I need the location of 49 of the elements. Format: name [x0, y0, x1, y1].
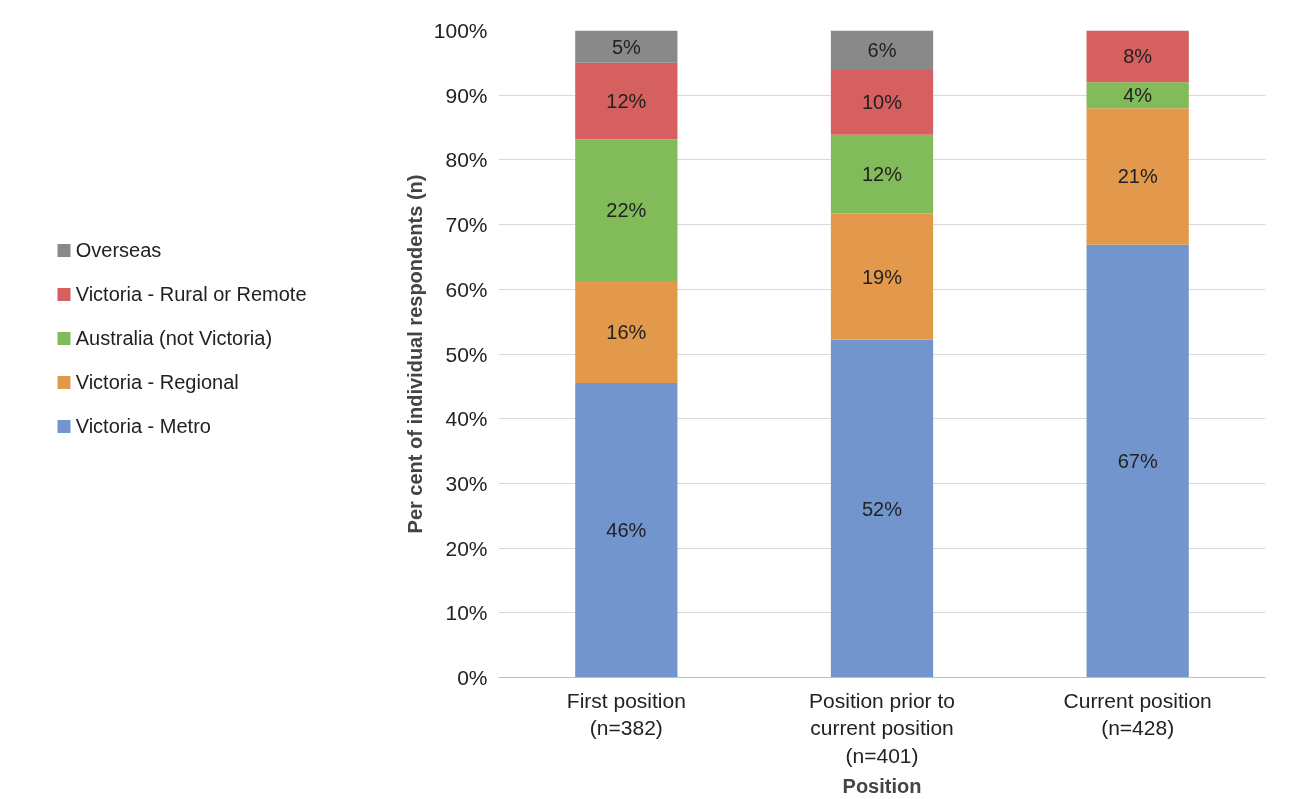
- y-tick-label: 50%: [445, 342, 488, 366]
- data-label: 12%: [861, 163, 903, 186]
- data-label: 67%: [1117, 450, 1158, 473]
- bar: [830, 134, 934, 214]
- data-label: 52%: [861, 497, 903, 520]
- data-label: 19%: [861, 265, 903, 288]
- data-label: 6%: [867, 39, 897, 62]
- y-tick-label: 20%: [445, 536, 488, 560]
- data-label: 21%: [1117, 165, 1158, 188]
- data-label: 8%: [1123, 45, 1153, 68]
- y-tick-label: 90%: [445, 83, 488, 107]
- legend-label: Australia (not Victoria): [75, 327, 273, 350]
- bar: [575, 280, 678, 384]
- data-label: 16%: [606, 321, 647, 343]
- y-tick-label: 0%: [457, 666, 488, 689]
- x-tick-label: First position (n=382): [566, 688, 686, 740]
- bar: [1086, 108, 1189, 245]
- y-tick-label: 70%: [445, 213, 488, 237]
- bar: [575, 139, 678, 281]
- y-tick-label: 80%: [445, 148, 488, 172]
- bar: [1086, 244, 1189, 678]
- legend-label: Victoria - Metro: [75, 415, 211, 438]
- legend-label: Victoria - Regional: [75, 371, 239, 394]
- bar: [1086, 82, 1189, 109]
- data-label: 46%: [606, 519, 647, 542]
- bar: [575, 30, 678, 63]
- bar: [830, 339, 934, 678]
- data-label: 10%: [861, 91, 903, 114]
- y-tick-label: 30%: [445, 471, 488, 495]
- data-label: 22%: [606, 199, 647, 222]
- legend-label: Overseas: [75, 239, 162, 262]
- bar: [575, 62, 678, 140]
- bar: [830, 213, 934, 340]
- y-tick-label: 40%: [445, 407, 488, 431]
- y-axis-title: Per cent of individual respondents (n): [403, 174, 426, 534]
- bar: [1086, 30, 1189, 83]
- bar: [575, 383, 678, 678]
- x-tick-label: Position prior to current position (n=401): [809, 688, 955, 767]
- x-axis-title: Position: [842, 774, 922, 797]
- data-label: 4%: [1123, 84, 1153, 107]
- data-label: 12%: [606, 90, 647, 113]
- data-label: 5%: [611, 35, 641, 58]
- bar: [830, 69, 934, 135]
- y-tick-label: 10%: [445, 601, 488, 625]
- x-tick-label: Current position (n=428): [1063, 688, 1212, 740]
- legend-label: Victoria - Rural or Remote: [75, 283, 307, 306]
- y-tick-label: 100%: [433, 19, 488, 42]
- bar: [830, 30, 934, 70]
- y-tick-label: 60%: [445, 277, 488, 301]
